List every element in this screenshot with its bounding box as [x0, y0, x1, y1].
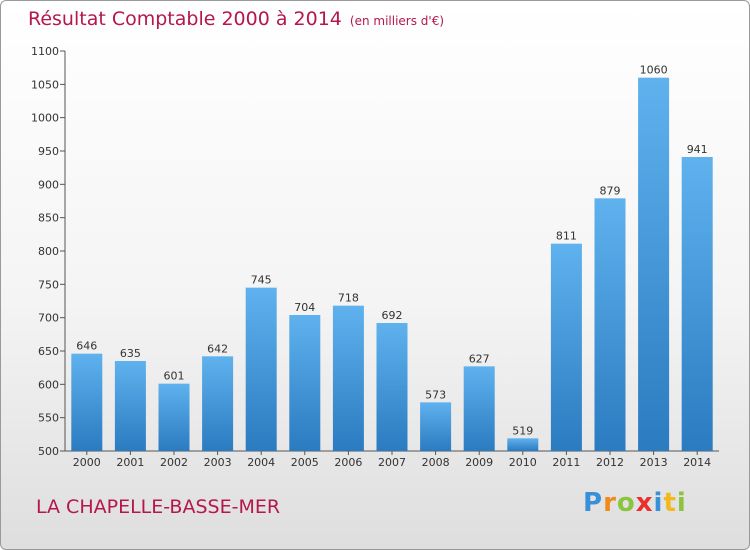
y-tick-label: 800	[38, 245, 59, 258]
value-label-2006: 718	[338, 292, 359, 305]
x-tick-label-2011: 2011	[552, 456, 580, 469]
value-label-2001: 635	[120, 347, 141, 360]
proxiti-logo: Proxiti	[583, 488, 687, 518]
bar-2013	[638, 77, 670, 452]
y-tick-label: 900	[38, 178, 59, 191]
bar-2008	[420, 402, 452, 451]
value-label-2007: 692	[382, 309, 403, 322]
value-label-2014: 941	[687, 143, 708, 156]
x-tick-label-2009: 2009	[465, 456, 493, 469]
bar-2011	[550, 243, 582, 451]
value-label-2012: 879	[600, 184, 621, 197]
value-label-2000: 646	[76, 340, 97, 353]
x-tick-label-2000: 2000	[73, 456, 101, 469]
x-tick-label-2001: 2001	[116, 456, 144, 469]
value-label-2004: 745	[251, 274, 272, 287]
bar-2012	[594, 198, 626, 451]
y-tick-label: 950	[38, 145, 59, 158]
x-tick-label-2014: 2014	[683, 456, 711, 469]
bar-2000	[71, 353, 103, 451]
bar-2003	[202, 356, 234, 451]
bar-2001	[114, 361, 146, 451]
bar-2002	[158, 383, 190, 451]
value-label-2009: 627	[469, 352, 490, 365]
logo-letter: P	[583, 488, 604, 518]
x-tick-label-2005: 2005	[291, 456, 319, 469]
y-tick-label: 650	[38, 345, 59, 358]
y-tick-label: 550	[38, 412, 59, 425]
logo-letter: t	[663, 488, 677, 518]
logo-letter: o	[616, 488, 636, 518]
bar-2010	[507, 438, 539, 451]
bar-2014	[681, 157, 713, 451]
x-tick-label-2003: 2003	[204, 456, 232, 469]
value-label-2008: 573	[425, 388, 446, 401]
x-tick-label-2008: 2008	[422, 456, 450, 469]
value-label-2013: 1060	[640, 64, 668, 77]
x-tick-label-2007: 2007	[378, 456, 406, 469]
bar-2007	[376, 323, 408, 451]
y-tick-label: 600	[38, 378, 59, 391]
value-label-2005: 704	[294, 301, 315, 314]
chart-title: Résultat Comptable 2000 à 2014 (en millie…	[28, 8, 444, 30]
logo-letter: x	[635, 488, 654, 518]
y-tick-label: 700	[38, 312, 59, 325]
bar-2004	[245, 287, 277, 451]
x-tick-label-2013: 2013	[640, 456, 668, 469]
y-tick-label: 500	[38, 445, 59, 458]
logo-letter: i	[676, 488, 687, 518]
chart-title-text: Résultat Comptable 2000 à 2014	[28, 8, 342, 30]
chart-unit: (en milliers d'€)	[349, 14, 445, 28]
value-label-2003: 642	[207, 342, 228, 355]
x-tick-label-2004: 2004	[247, 456, 275, 469]
bar-2005	[289, 315, 321, 451]
x-tick-label-2006: 2006	[334, 456, 362, 469]
bar-2006	[332, 305, 364, 451]
logo-letter: r	[603, 488, 617, 518]
y-tick-label: 1000	[31, 112, 59, 125]
y-tick-label: 1100	[31, 45, 59, 58]
value-label-2002: 601	[164, 370, 185, 383]
y-tick-label: 750	[38, 278, 59, 291]
value-label-2011: 811	[556, 230, 577, 243]
y-tick-label: 1050	[31, 78, 59, 91]
bar-2009	[463, 366, 495, 451]
x-tick-label-2010: 2010	[509, 456, 537, 469]
y-tick-label: 850	[38, 212, 59, 225]
value-label-2010: 519	[512, 424, 533, 437]
x-tick-label-2012: 2012	[596, 456, 624, 469]
x-tick-label-2002: 2002	[160, 456, 188, 469]
logo-letter: i	[653, 488, 664, 518]
commune-name: LA CHAPELLE-BASSE-MER	[36, 496, 281, 518]
